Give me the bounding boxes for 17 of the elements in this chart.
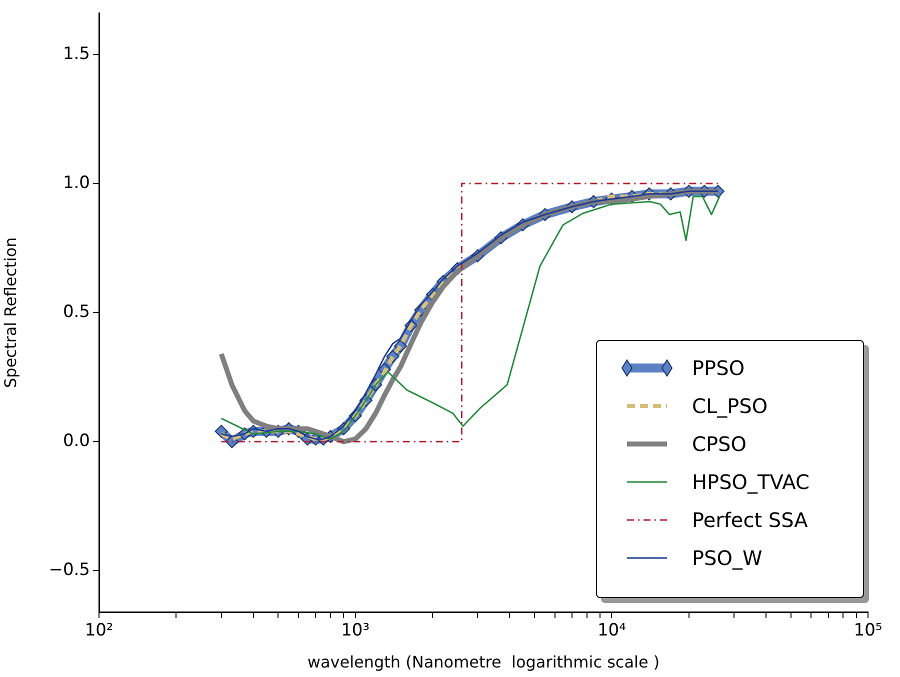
legend-label: CPSO xyxy=(692,432,746,456)
y-axis-title: Spectral Reflection xyxy=(0,237,20,388)
y-tick-label: 1.5 xyxy=(62,44,90,64)
legend-label: PPSO xyxy=(692,356,745,380)
legend-label: CL_PSO xyxy=(692,394,768,418)
legend-label: PSO_W xyxy=(692,546,762,570)
x-tick-label: 10² xyxy=(84,620,114,641)
y-tick-label: 0.5 xyxy=(62,302,90,322)
x-tick-label: 10³ xyxy=(341,620,370,641)
y-tick-label: −0.5 xyxy=(48,560,90,580)
legend-label: Perfect SSA xyxy=(692,508,808,532)
legend-label: HPSO_TVAC xyxy=(692,470,810,494)
x-tick-label: 10⁴ xyxy=(597,620,626,641)
y-tick-label: 0.0 xyxy=(62,431,90,452)
x-tick-label: 10⁵ xyxy=(854,620,882,641)
y-tick-label: 1.0 xyxy=(62,172,90,193)
x-axis-title: wavelength (Nanometre logarithmic scale ) xyxy=(307,652,660,672)
